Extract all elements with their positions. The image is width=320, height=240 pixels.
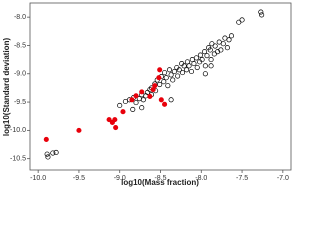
data-point — [194, 64, 200, 71]
data-point — [53, 149, 59, 156]
data-point — [162, 101, 168, 107]
data-point — [197, 52, 204, 58]
data-point — [157, 81, 163, 88]
data-point — [204, 53, 210, 59]
data-point — [112, 117, 118, 123]
page: {"chart_data": { "type": "scatter", "x_l… — [2, 2, 292, 188]
data-point — [162, 70, 168, 76]
data-point — [181, 63, 187, 69]
x-tick-label: -7.0 — [277, 175, 289, 182]
data-point — [176, 67, 182, 73]
data-point — [186, 63, 192, 69]
data-point — [239, 17, 245, 23]
x-tick-label: -7.5 — [236, 175, 248, 182]
data-point — [212, 43, 218, 49]
data-point — [129, 97, 135, 103]
data-point — [44, 151, 50, 157]
data-point — [117, 102, 123, 109]
data-point — [113, 124, 119, 131]
data-point — [201, 49, 208, 55]
data-point — [76, 127, 82, 133]
data-point — [220, 41, 226, 47]
data-point — [224, 45, 230, 51]
data-point — [199, 57, 205, 63]
data-point — [202, 71, 208, 77]
x-tick-label: -9.0 — [114, 175, 126, 182]
data-point — [165, 83, 171, 89]
data-point — [193, 55, 199, 61]
y-tick-label: -9.0 — [14, 71, 26, 78]
data-point — [188, 68, 195, 75]
data-point — [207, 47, 213, 53]
y-tick-label: -8.5 — [14, 42, 26, 49]
x-tick-label: -8.0 — [195, 175, 207, 182]
data-point — [168, 72, 174, 78]
data-point — [161, 79, 167, 85]
data-point — [50, 150, 56, 156]
data-point — [258, 9, 264, 15]
y-tick-label: -10.5 — [10, 156, 26, 163]
data-point — [157, 67, 163, 73]
data-point — [202, 63, 208, 69]
data-point — [120, 109, 126, 115]
data-point — [179, 70, 186, 76]
y-tick-label: -8.0 — [14, 14, 26, 21]
data-point — [158, 97, 164, 103]
x-axis-title: log10(Mass fraction) — [121, 178, 199, 187]
y-tick-label: -10.0 — [10, 127, 26, 134]
data-point — [133, 100, 139, 106]
data-point — [228, 33, 235, 39]
data-point — [140, 97, 146, 103]
data-point — [106, 117, 112, 123]
data-point — [259, 12, 265, 18]
y-tick-label: -9.5 — [14, 99, 26, 106]
data-point — [226, 37, 232, 43]
data-point — [168, 97, 174, 103]
data-point — [208, 57, 214, 63]
data-point — [130, 106, 136, 112]
x-tick-label: -9.5 — [73, 175, 85, 182]
chart: log10(Mass fraction) log10(Standard devi… — [2, 2, 292, 187]
data-point — [156, 75, 162, 81]
x-tick-label: -8.5 — [154, 175, 166, 182]
data-point — [171, 68, 177, 75]
data-point — [139, 105, 145, 111]
data-point — [166, 67, 173, 73]
x-tick-label: -10.0 — [30, 175, 46, 182]
data-point — [163, 75, 169, 81]
data-point — [208, 63, 214, 69]
data-point — [139, 89, 145, 95]
data-point — [133, 93, 139, 99]
y-axis-title: log10(Standard deviation) — [2, 38, 11, 137]
data-point — [170, 77, 176, 83]
data-point — [152, 83, 158, 89]
data-point — [218, 47, 224, 53]
data-point — [43, 136, 49, 142]
data-point — [175, 73, 181, 79]
data-point — [147, 93, 153, 99]
data-point — [45, 154, 51, 160]
data-point — [191, 61, 197, 67]
data-point — [184, 67, 190, 73]
